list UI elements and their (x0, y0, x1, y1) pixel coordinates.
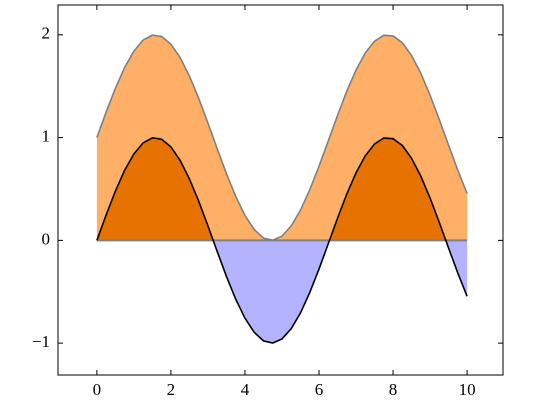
y-tick-label: 1 (42, 126, 51, 145)
x-tick-label: 4 (241, 380, 250, 399)
x-tick-label: 8 (389, 380, 398, 399)
x-tick-label: 6 (315, 380, 324, 399)
y-tick-label: 2 (42, 24, 51, 43)
negative-area (213, 240, 468, 344)
series-line (96, 34, 468, 242)
x-tick-label: 0 (93, 380, 102, 399)
band-area (96, 35, 468, 344)
positive-area (96, 137, 468, 241)
x-tick-label: 10 (459, 380, 476, 399)
x-tick-label: 2 (167, 380, 176, 399)
series-line (96, 137, 468, 344)
plot-frame (57, 4, 504, 376)
y-tick-label: −1 (32, 332, 50, 351)
y-tick-label: 0 (42, 229, 51, 248)
